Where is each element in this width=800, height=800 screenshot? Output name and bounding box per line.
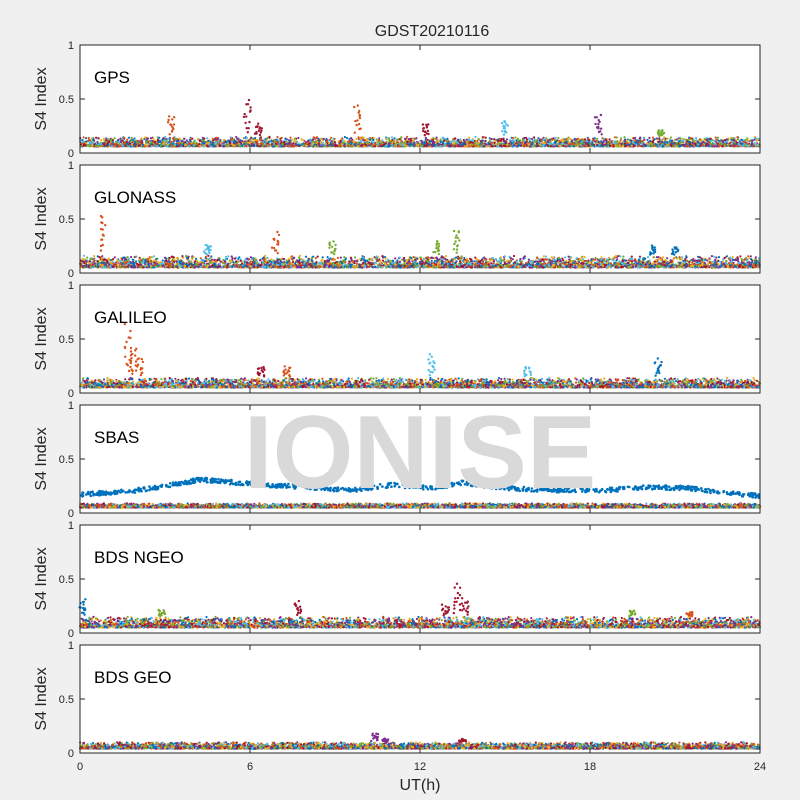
data-point xyxy=(568,137,570,139)
data-point xyxy=(88,137,90,139)
data-point xyxy=(646,139,648,141)
s4-index-figure: GDST20210116 00.51GPSS4 Index00.51GLONAS… xyxy=(0,0,800,800)
panel-0: 00.51GPSS4 Index xyxy=(33,40,761,160)
data-point xyxy=(413,138,415,140)
data-point xyxy=(83,136,85,138)
data-point xyxy=(596,138,598,140)
data-point xyxy=(393,137,395,139)
data-point xyxy=(531,138,533,140)
data-point xyxy=(695,137,697,139)
data-point xyxy=(251,141,253,143)
axes-background xyxy=(80,45,760,153)
data-point xyxy=(670,136,672,138)
data-point xyxy=(297,137,299,139)
data-point xyxy=(512,137,514,139)
data-point xyxy=(648,137,650,139)
data-point xyxy=(344,136,346,138)
data-point xyxy=(81,139,83,141)
figure-title: GDST20210116 xyxy=(375,23,490,40)
data-point xyxy=(346,137,348,139)
data-point xyxy=(140,137,142,139)
data-point xyxy=(537,137,539,139)
data-point xyxy=(254,137,256,139)
